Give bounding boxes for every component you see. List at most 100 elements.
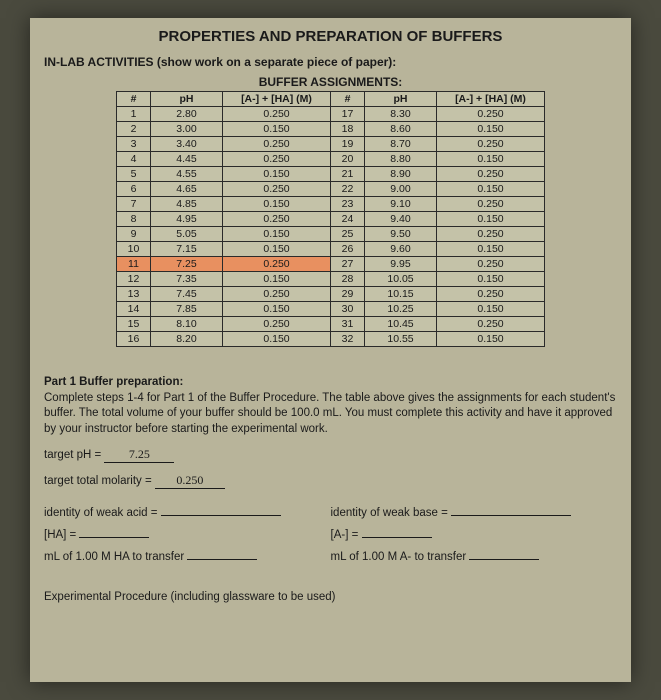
- table-cell: 0.150: [437, 122, 545, 137]
- table-body: 12.800.250178.300.25023.000.150188.600.1…: [117, 107, 545, 347]
- col-num-left: #: [117, 92, 151, 107]
- table-row: 84.950.250249.400.150: [117, 212, 545, 227]
- target-ph-value: 7.25: [104, 447, 174, 463]
- table-cell: 7.25: [151, 257, 223, 272]
- table-cell: 0.250: [223, 212, 331, 227]
- table-cell: 0.150: [223, 272, 331, 287]
- page-title: PROPERTIES AND PREPARATION OF BUFFERS: [44, 28, 617, 45]
- table-cell: 10.15: [365, 287, 437, 302]
- table-cell: 0.150: [437, 152, 545, 167]
- table-cell: 25: [331, 227, 365, 242]
- table-cell: 9.10: [365, 197, 437, 212]
- table-cell: 7.15: [151, 242, 223, 257]
- table-cell: 5: [117, 167, 151, 182]
- table-cell: 32: [331, 332, 365, 347]
- table-cell: 6: [117, 182, 151, 197]
- weak-acid-blank: [161, 515, 281, 516]
- target-ph-label: target pH =: [44, 449, 101, 461]
- table-row: 107.150.150269.600.150: [117, 242, 545, 257]
- table-row: 12.800.250178.300.250: [117, 107, 545, 122]
- table-cell: 3: [117, 137, 151, 152]
- ml-a-label: mL of 1.00 M A- to transfer: [331, 551, 467, 563]
- ml-ha-blank: [187, 559, 257, 560]
- table-cell: 19: [331, 137, 365, 152]
- table-cell: 0.150: [223, 242, 331, 257]
- col-ph-right: pH: [365, 92, 437, 107]
- table-cell: 0.150: [223, 227, 331, 242]
- weak-base-label: identity of weak base =: [331, 507, 448, 519]
- table-cell: 23: [331, 197, 365, 212]
- table-cell: 10.05: [365, 272, 437, 287]
- table-cell: 4.85: [151, 197, 223, 212]
- table-cell: 1: [117, 107, 151, 122]
- table-cell: 0.150: [437, 182, 545, 197]
- table-cell: 3.40: [151, 137, 223, 152]
- table-cell: 0.250: [223, 107, 331, 122]
- table-cell: 2.80: [151, 107, 223, 122]
- table-cell: 29: [331, 287, 365, 302]
- worksheet-page: PROPERTIES AND PREPARATION OF BUFFERS IN…: [30, 18, 631, 682]
- table-cell: 0.250: [223, 152, 331, 167]
- table-cell: 14: [117, 302, 151, 317]
- buffer-assignments-table: # pH [A-] + [HA] (M) # pH [A-] + [HA] (M…: [116, 91, 545, 347]
- table-cell: 8.30: [365, 107, 437, 122]
- table-cell: 0.250: [437, 317, 545, 332]
- table-cell: 12: [117, 272, 151, 287]
- table-title: BUFFER ASSIGNMENTS:: [44, 75, 617, 89]
- table-cell: 10.55: [365, 332, 437, 347]
- table-cell: 27: [331, 257, 365, 272]
- table-cell: 0.250: [437, 287, 545, 302]
- target-mol-label: target total molarity =: [44, 475, 152, 487]
- table-cell: 22: [331, 182, 365, 197]
- table-row: 147.850.1503010.250.150: [117, 302, 545, 317]
- table-cell: 0.250: [223, 137, 331, 152]
- table-cell: 9.60: [365, 242, 437, 257]
- table-cell: 0.250: [437, 257, 545, 272]
- weak-acid-label: identity of weak acid =: [44, 507, 157, 519]
- table-row: 117.250.250279.950.250: [117, 257, 545, 272]
- table-cell: 2: [117, 122, 151, 137]
- table-cell: 31: [331, 317, 365, 332]
- table-cell: 24: [331, 212, 365, 227]
- experimental-procedure-label: Experimental Procedure (including glassw…: [44, 591, 617, 603]
- table-cell: 8.80: [365, 152, 437, 167]
- table-cell: 10: [117, 242, 151, 257]
- ha-label: [HA] =: [44, 529, 76, 541]
- table-cell: 4.45: [151, 152, 223, 167]
- table-cell: 20: [331, 152, 365, 167]
- table-cell: 0.150: [437, 302, 545, 317]
- table-cell: 0.250: [223, 257, 331, 272]
- table-cell: 30: [331, 302, 365, 317]
- table-cell: 5.05: [151, 227, 223, 242]
- table-cell: 10.45: [365, 317, 437, 332]
- table-row: 23.000.150188.600.150: [117, 122, 545, 137]
- table-cell: 8.90: [365, 167, 437, 182]
- table-cell: 4.55: [151, 167, 223, 182]
- table-cell: 13: [117, 287, 151, 302]
- table-row: 74.850.150239.100.250: [117, 197, 545, 212]
- table-cell: 0.250: [437, 197, 545, 212]
- table-cell: 7.35: [151, 272, 223, 287]
- table-row: 54.550.150218.900.250: [117, 167, 545, 182]
- col-ph-left: pH: [151, 92, 223, 107]
- table-row: 127.350.1502810.050.150: [117, 272, 545, 287]
- table-cell: 28: [331, 272, 365, 287]
- table-cell: 9.40: [365, 212, 437, 227]
- table-row: 158.100.2503110.450.250: [117, 317, 545, 332]
- table-cell: 0.250: [223, 287, 331, 302]
- weak-base-blank: [451, 515, 571, 516]
- table-cell: 26: [331, 242, 365, 257]
- table-row: 64.650.250229.000.150: [117, 182, 545, 197]
- table-cell: 9: [117, 227, 151, 242]
- table-cell: 7.45: [151, 287, 223, 302]
- fill-in-fields: target pH = 7.25 target total molarity =…: [44, 447, 617, 563]
- col-conc-left: [A-] + [HA] (M): [223, 92, 331, 107]
- table-cell: 0.250: [437, 107, 545, 122]
- table-row: 33.400.250198.700.250: [117, 137, 545, 152]
- table-cell: 15: [117, 317, 151, 332]
- table-row: 168.200.1503210.550.150: [117, 332, 545, 347]
- table-cell: 4.65: [151, 182, 223, 197]
- table-row: 95.050.150259.500.250: [117, 227, 545, 242]
- table-cell: 3.00: [151, 122, 223, 137]
- table-cell: 0.250: [437, 227, 545, 242]
